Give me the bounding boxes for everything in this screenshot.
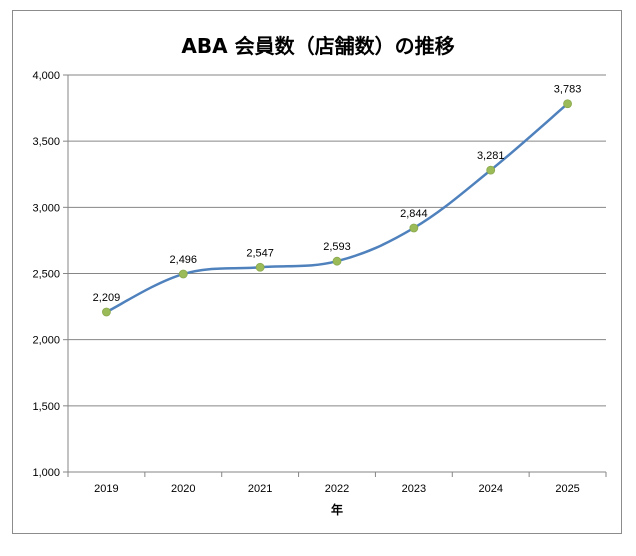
x-tick-label: 2021 — [248, 483, 272, 495]
chart-frame — [12, 10, 622, 534]
data-labels: 2,209 2,496 2,547 2,593 2,844 3,281 3,783 — [93, 84, 582, 304]
chart-title: ABA 会員数（店舗数）の推移 — [181, 34, 454, 58]
y-tick-label: 2,000 — [32, 335, 60, 347]
data-point — [332, 256, 342, 266]
y-tick-label: 1,000 — [32, 467, 60, 479]
y-tick-label: 4,000 — [32, 70, 60, 82]
gridlines — [68, 74, 606, 473]
y-tick-label: 3,500 — [32, 136, 60, 148]
data-label: 3,281 — [477, 150, 505, 162]
data-point — [563, 99, 572, 109]
data-label: 2,593 — [323, 241, 351, 253]
x-tick-label: 2025 — [555, 483, 579, 495]
data-point — [102, 307, 111, 317]
series-layer — [102, 99, 572, 317]
data-point — [255, 262, 265, 272]
x-tick-label: 2019 — [94, 483, 118, 495]
data-label: 2,209 — [93, 292, 121, 304]
data-label: 2,496 — [170, 254, 198, 266]
data-label: 2,547 — [246, 247, 274, 259]
y-axis: 1,000 1,500 2,000 2,500 3,000 3,500 4,000 — [32, 70, 69, 479]
x-tick-label: 2023 — [402, 483, 426, 495]
x-axis: 2019 2020 2021 2022 2023 2024 2025 — [67, 471, 607, 495]
data-point — [409, 223, 419, 233]
x-axis-title: 年 — [331, 502, 343, 517]
data-label: 3,783 — [554, 84, 582, 96]
x-tick-label: 2022 — [325, 483, 349, 495]
data-point — [486, 165, 496, 175]
y-tick-label: 1,500 — [32, 401, 60, 413]
y-tick-label: 3,000 — [32, 202, 60, 214]
y-tick-label: 2,500 — [32, 269, 60, 281]
series-line — [105, 102, 569, 314]
x-tick-label: 2020 — [171, 483, 195, 495]
data-point — [178, 269, 188, 279]
x-tick-label: 2024 — [478, 483, 502, 495]
data-label: 2,844 — [400, 208, 428, 220]
